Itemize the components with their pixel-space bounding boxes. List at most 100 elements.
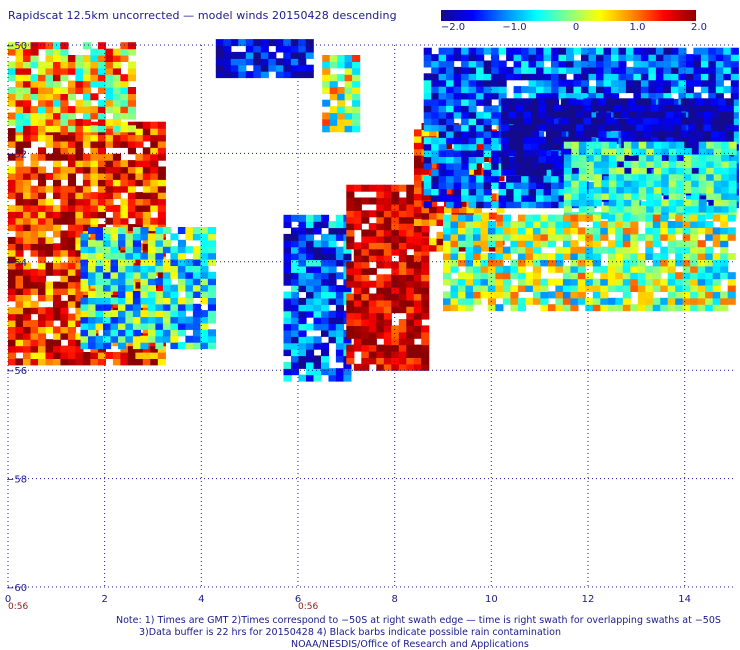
heatmap-cell [715,86,724,94]
heatmap-cell [290,51,299,59]
heatmap-cell [45,80,54,88]
heatmap-cell [592,304,601,312]
heatmap-cell [103,291,112,298]
heatmap-cell [150,121,159,129]
heatmap-cell [147,322,156,330]
heatmap-cell [30,332,39,340]
heatmap-cell [313,253,322,261]
heatmap-cell [577,259,586,267]
heatmap-cell [391,191,400,199]
heatmap-cell [697,246,706,254]
heatmap-cell [90,153,99,161]
heatmap-cell [313,214,322,222]
heatmap-cell [90,166,99,174]
heatmap-cell [568,104,577,112]
heatmap-cell [398,306,407,314]
heatmap-cell [705,233,714,241]
heatmap-cell [476,118,485,126]
heatmap-cell [613,104,622,112]
heatmap-cell [421,261,430,269]
heatmap-cell [532,246,541,254]
heatmap-cell [344,61,353,69]
heatmap-cell [245,45,254,53]
heatmap-cell [638,186,647,194]
heatmap-cell [588,111,597,119]
heatmap-cell [97,80,106,88]
heatmap-cell [658,98,667,106]
heatmap-cell [513,73,522,81]
heatmap-cell [15,262,24,270]
heatmap-cell [480,233,489,241]
heatmap-cell [313,227,322,235]
heatmap-cell [414,148,423,156]
heatmap-cell [38,249,47,257]
heatmap-cell [413,261,422,269]
heatmap-cell [431,188,440,196]
heatmap-cell [88,329,97,337]
heatmap-cell [361,299,370,307]
heatmap-cell [298,361,307,369]
heatmap-cell [596,66,605,74]
heatmap-cell [608,154,617,162]
heatmap-cell [414,129,423,137]
heatmap-cell [688,168,697,176]
heatmap-cell [38,288,47,295]
heatmap-cell [453,150,462,157]
heatmap-cell [622,246,631,254]
heatmap-cell [438,124,447,132]
heatmap-cell [368,248,377,256]
heatmap-cell [631,186,640,194]
heatmap-cell [453,130,462,138]
heatmap-cell [712,259,721,267]
heatmap-cell [611,92,620,100]
heatmap-cell [112,192,121,200]
heatmap-cell [306,304,315,312]
heatmap-cell [605,104,614,112]
heatmap-cell [406,229,415,237]
heatmap-cell [618,47,627,55]
heatmap-cell [275,71,284,79]
heatmap-cell [82,125,91,133]
heatmap-cell [361,255,370,263]
heatmap-cell [461,130,470,138]
heatmap-cell [678,73,687,81]
heatmap-cell [508,104,517,112]
heatmap-cell [383,331,392,339]
heatmap-cell [60,358,69,366]
heatmap-cell [283,214,292,222]
heatmap-cell [413,267,422,275]
heatmap-cell [135,166,144,174]
heatmap-cell [192,329,201,337]
heatmap-cell [414,219,423,226]
heatmap-cell [200,233,209,241]
heatmap-cell [695,104,704,112]
heatmap-cell [88,227,97,234]
heatmap-cell [60,320,69,327]
heatmap-cell [728,180,737,188]
heatmap-cell [438,137,447,145]
heatmap-cell [82,160,91,168]
heatmap-cell [465,259,474,267]
heatmap-cell [103,329,112,337]
heatmap-cell [586,192,595,200]
heatmap-cell [616,180,625,188]
heatmap-cell [353,184,362,192]
heatmap-cell [708,79,717,87]
heatmap-cell [571,160,580,168]
heatmap-cell [558,60,567,68]
heatmap-cell [30,93,39,101]
heatmap-cell [431,60,440,68]
heatmap-cell [645,253,654,260]
heatmap-cell [655,92,664,100]
heatmap-cell [343,285,352,293]
heatmap-cell [592,291,601,299]
heatmap-cell [376,357,385,365]
heatmap-cell [322,112,331,120]
heatmap-cell [502,227,511,235]
heatmap-cell [715,79,724,87]
heatmap-cell [573,86,582,94]
heatmap-cell [660,214,669,222]
heatmap-cell [155,316,164,324]
heatmap-cell [487,259,496,267]
heatmap-cell [140,271,149,279]
